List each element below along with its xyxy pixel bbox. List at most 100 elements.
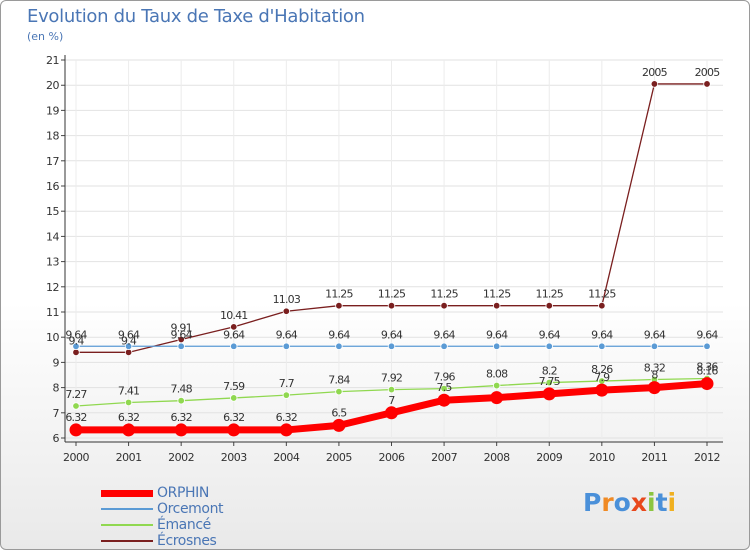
y-tick-label: 12 [46, 281, 59, 294]
data-point-ecrosnes [650, 80, 659, 88]
data-label-orcemont: 9.64 [65, 328, 87, 341]
data-label-orcemont: 9.64 [486, 328, 508, 341]
data-point-orcemont [124, 342, 133, 350]
data-label-orcemont: 9.64 [118, 328, 140, 341]
data-label-ecrosnes: 11.03 [273, 293, 301, 306]
data-point-emance [124, 398, 133, 407]
data-label-ecrosnes: 11.25 [588, 288, 616, 301]
data-point-orcemont [177, 342, 185, 350]
data-point-orphin [174, 423, 188, 437]
legend-label: Écrosnes [157, 533, 217, 549]
data-label-orcemont: 9.64 [328, 328, 350, 341]
data-label-ecrosnes: 11.25 [325, 288, 353, 301]
data-label-orcemont: 9.64 [276, 328, 298, 341]
data-label-emance: 7.7 [279, 377, 295, 390]
data-point-orcemont [703, 342, 711, 350]
data-point-orcemont [598, 342, 606, 350]
data-point-orphin [595, 383, 609, 397]
chart-unit-subtitle: (en %) [27, 30, 64, 43]
data-label-orcemont: 9.64 [591, 328, 613, 341]
data-point-ecrosnes [230, 323, 238, 331]
data-point-orcemont [335, 342, 343, 350]
y-tick-label: 16 [46, 180, 59, 193]
data-point-ecrosnes [598, 302, 606, 310]
data-label-emance: 7.41 [118, 384, 139, 397]
data-label-orcemont: 9.64 [223, 328, 245, 341]
y-tick-label: 14 [46, 230, 59, 243]
legend-swatch [101, 524, 153, 526]
y-tick-label: 19 [46, 104, 59, 117]
data-point-emance [440, 384, 448, 393]
data-label-emance: 7.92 [381, 372, 402, 385]
data-label-emance: 7.84 [328, 374, 350, 387]
data-label-ecrosnes: 9.4 [121, 334, 137, 347]
x-tick-label: 2011 [641, 451, 667, 464]
y-tick-label: 15 [46, 205, 59, 218]
y-tick-label: 9 [53, 356, 60, 369]
data-point-ecrosnes [72, 348, 80, 357]
data-point-orphin [332, 418, 346, 432]
data-point-ecrosnes [492, 302, 501, 310]
data-point-orphin [385, 406, 398, 420]
data-label-emance: 7.96 [433, 371, 455, 384]
data-point-orcemont [230, 342, 238, 350]
x-tick-label: 2006 [379, 451, 405, 464]
legend-item: Émancé [101, 517, 223, 533]
y-tick-label: 17 [46, 155, 59, 168]
x-tick-label: 2001 [116, 451, 142, 464]
data-point-emance [230, 394, 238, 402]
y-tick-label: 20 [46, 79, 59, 92]
data-point-orphin [700, 377, 714, 391]
data-label-ecrosnes: 9.4 [68, 334, 84, 347]
data-point-orcemont [650, 342, 659, 350]
chart-title: Evolution du Taux de Taxe d'Habitation [27, 6, 365, 27]
data-point-orphin [279, 423, 293, 437]
data-point-orphin [437, 393, 451, 407]
legend-swatch [101, 508, 153, 510]
data-label-emance: 8.36 [696, 361, 718, 374]
x-tick-label: 2007 [431, 451, 457, 464]
data-point-ecrosnes [440, 302, 448, 310]
data-point-orcemont [440, 342, 448, 350]
data-point-orcemont [72, 342, 80, 350]
y-tick-label: 21 [46, 54, 59, 67]
legend-label: Orcemont [157, 501, 224, 517]
data-label-emance: 8.08 [486, 368, 508, 381]
data-point-orphin [69, 423, 83, 437]
chart-legend: ORPHIN Orcemont Émancé Écrosnes [101, 485, 224, 549]
data-label-orcemont: 9.64 [433, 328, 455, 341]
legend-swatch [101, 489, 153, 497]
proxiti-logo: Proxiti [583, 488, 677, 517]
data-label-orphin: 7.75 [539, 375, 561, 388]
data-point-orcemont [545, 342, 553, 350]
data-point-emance [335, 387, 343, 396]
data-label-ecrosnes: 11.25 [483, 288, 511, 301]
data-label-ecrosnes: 11.25 [430, 288, 458, 301]
data-point-emance [492, 381, 501, 390]
data-label-emance: 7.59 [223, 380, 245, 393]
data-point-orphin [122, 423, 136, 437]
data-label-emance: 8.32 [644, 362, 665, 375]
legend-item: ORPHIN [101, 485, 223, 501]
y-tick-label: 11 [46, 306, 59, 319]
data-label-orphin: 8 [651, 369, 658, 382]
y-tick-label: 7 [53, 407, 60, 420]
data-point-ecrosnes [387, 302, 396, 310]
y-tick-label: 13 [46, 256, 59, 269]
legend-label: ORPHIN [157, 485, 209, 501]
data-point-orphin [227, 423, 241, 437]
data-label-orphin: 6.32 [223, 411, 244, 424]
grid-layer [65, 59, 723, 439]
data-label-orphin: 6.32 [276, 411, 297, 424]
data-label-emance: 7.48 [171, 383, 193, 396]
data-point-orcemont [282, 342, 291, 350]
data-point-ecrosnes [124, 348, 133, 357]
x-tick-label: 2008 [484, 451, 510, 464]
data-label-orphin: 7.9 [594, 371, 610, 384]
legend-label: Émancé [157, 517, 211, 533]
data-point-orphin [647, 381, 661, 395]
legend-swatch [101, 540, 153, 542]
data-label-ecrosnes: 2005 [695, 66, 721, 79]
x-tick-label: 2009 [536, 451, 562, 464]
data-point-orcemont [492, 342, 501, 350]
